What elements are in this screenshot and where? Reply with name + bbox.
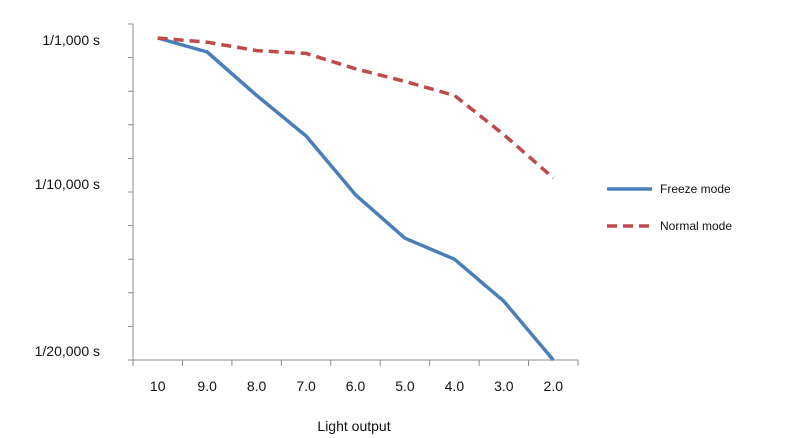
x-tick-label: 8.0 (247, 378, 267, 394)
legend-label: Freeze mode (660, 182, 731, 196)
x-tick-label: 2.0 (544, 378, 564, 394)
y-tick-label: 1/20,000 s (35, 343, 100, 359)
x-tick-label: 9.0 (197, 378, 217, 394)
y-ticks (128, 23, 133, 361)
y-tick-label: 1/1,000 s (42, 32, 100, 48)
series-group (157, 36, 555, 362)
legend-label: Normal mode (660, 219, 732, 233)
x-tick-label: 4.0 (445, 378, 465, 394)
x-tick-label: 10 (150, 378, 166, 394)
legend: Freeze mode Normal mode (607, 182, 732, 233)
y-tick-label: 1/10,000 s (35, 176, 100, 192)
x-tick-label: 7.0 (296, 378, 316, 394)
x-tick-label: 3.0 (494, 378, 514, 394)
x-ticks (132, 360, 579, 366)
x-tick-label: 6.0 (346, 378, 366, 394)
x-axis-title: Light output (317, 418, 390, 434)
normal-mode-series-line (157, 36, 555, 180)
freeze-mode-series-line (157, 36, 555, 362)
y-tick-labels: 1/1,000 s 1/10,000 s 1/20,000 s (35, 32, 100, 359)
x-tick-label: 5.0 (395, 378, 415, 394)
axes (128, 23, 579, 366)
x-tick-labels: 10 9.0 8.0 7.0 6.0 5.0 4.0 3.0 2.0 (150, 378, 563, 394)
